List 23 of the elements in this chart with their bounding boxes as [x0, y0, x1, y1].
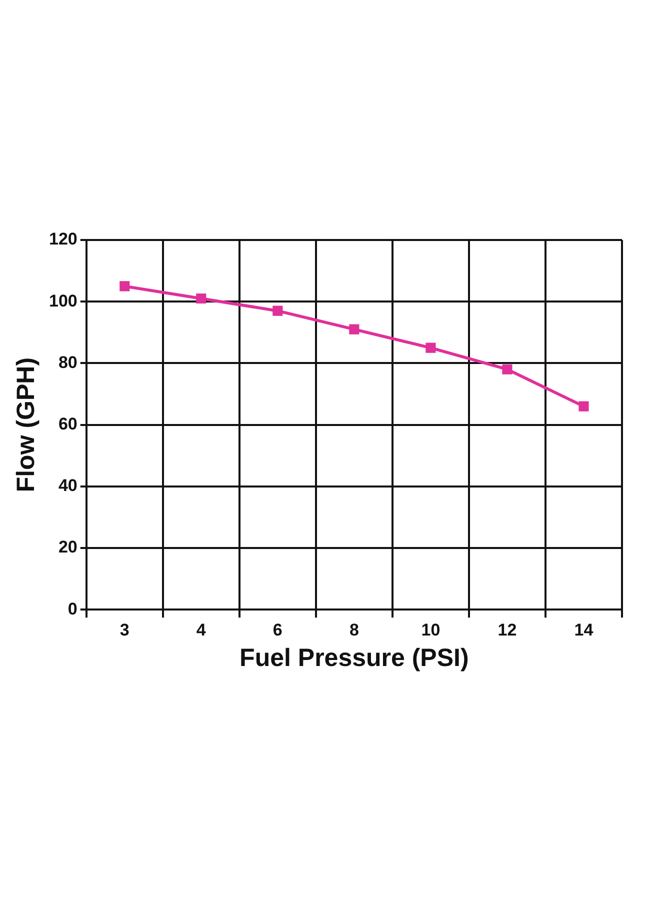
x-tick-label: 12 [498, 620, 517, 640]
point [502, 364, 512, 374]
x-axis-title: Fuel Pressure (PSI) [240, 644, 469, 672]
x-tick-label: 4 [196, 620, 206, 640]
point [578, 401, 589, 412]
x-tick-label: 3 [120, 620, 130, 640]
x-tick-label: 14 [574, 620, 594, 640]
x-tick-label: 10 [421, 620, 440, 640]
x-tick-label: 8 [349, 620, 359, 640]
y-tick-label: 100 [48, 291, 78, 310]
y-tick-label: 0 [68, 599, 78, 618]
y-tick-label: 120 [48, 230, 78, 249]
y-axis-title: Flow (GPH) [12, 357, 40, 492]
x-tick-label: 6 [272, 620, 282, 640]
point [196, 293, 206, 304]
y-tick-label: 20 [58, 538, 78, 557]
y-tick-label: 60 [58, 414, 78, 434]
point [426, 342, 436, 353]
y-tick-label: 40 [58, 476, 78, 496]
y-tick-label: 80 [58, 352, 78, 372]
point [120, 281, 130, 292]
point [272, 306, 283, 316]
point [349, 324, 360, 334]
